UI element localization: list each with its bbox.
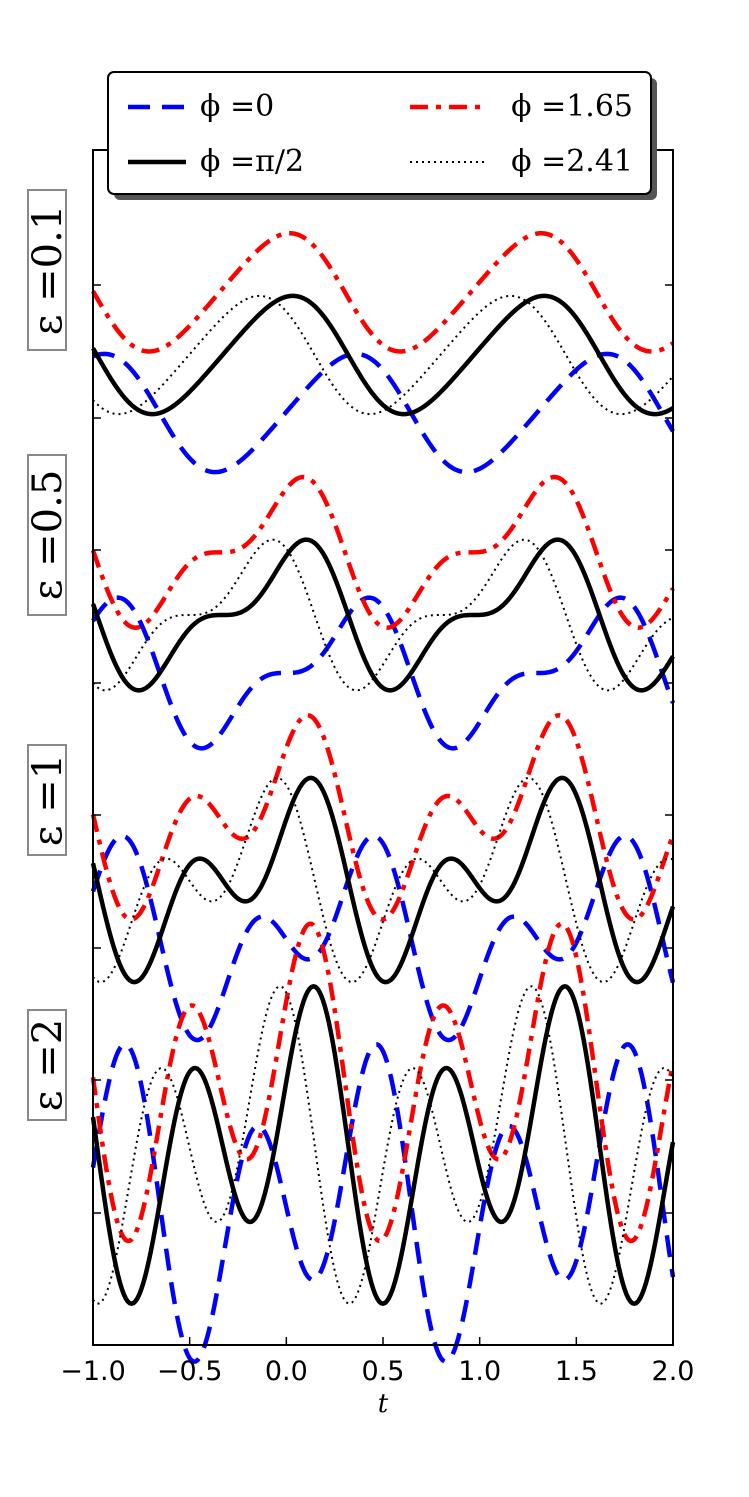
panel-label-text: ε =1 xyxy=(25,754,71,846)
series-line-phi0-panel-4 xyxy=(90,1042,676,1364)
legend-label-phi241: ϕ =2.41 xyxy=(511,144,633,179)
legend-label-phipi2: ϕ =π/2 xyxy=(200,144,304,179)
series-line-phi0-panel-1 xyxy=(92,351,675,475)
series-line-phi0-panel-3 xyxy=(90,833,676,1043)
legend-label-phi165: ϕ =1.65 xyxy=(511,89,633,124)
series-line-phi165-panel-4 xyxy=(90,921,676,1244)
series-group xyxy=(90,231,676,1364)
x-tick-label-7: 2.0 xyxy=(652,1356,695,1387)
panel-label-text: ε =0.5 xyxy=(25,470,71,601)
x-tick-label-4: 0.5 xyxy=(362,1356,405,1387)
panel-label-box xyxy=(27,1009,67,1121)
series-line-phipi2-panel-3 xyxy=(90,775,676,985)
panel-label-3: ε =1 xyxy=(25,744,71,856)
legend-box xyxy=(107,71,652,195)
series-line-phi165-panel-1 xyxy=(91,231,675,354)
panel-label-box xyxy=(27,189,67,351)
x-axis-label: t xyxy=(378,1389,389,1419)
x-tick-label-3: 0.0 xyxy=(265,1356,308,1387)
panel-label-box xyxy=(27,744,67,856)
series-line-phi241-panel-3 xyxy=(92,776,674,984)
series-line-phi241-panel-2 xyxy=(92,538,674,692)
series-line-phi241-panel-1 xyxy=(92,294,674,416)
legend: ϕ =0 ϕ =1.65 ϕ =π/2 ϕ =2.41 xyxy=(107,71,657,200)
y-ticks xyxy=(93,284,673,1214)
panel-label-text: ε =0.1 xyxy=(25,205,71,336)
panel-label-box xyxy=(27,454,67,616)
series-line-phi165-panel-3 xyxy=(90,712,676,922)
panel-label-2: ε =0.5 xyxy=(25,454,71,616)
x-ticks: −1.0 −0.5 0.0 0.5 1.0 1.5 2.0 xyxy=(60,150,694,1387)
legend-label-phi0: ϕ =0 xyxy=(200,89,274,124)
x-tick-label-6: 1.5 xyxy=(555,1356,598,1387)
x-tick-label-2: −0.5 xyxy=(157,1356,223,1387)
panel-labels: ε =0.1 ε =0.5 ε =1 ε =2 xyxy=(25,189,71,1121)
series-line-phi0-panel-2 xyxy=(91,595,676,751)
series-line-phipi2-panel-1 xyxy=(91,293,675,417)
panel-label-1: ε =0.1 xyxy=(25,189,71,351)
series-line-phipi2-panel-2 xyxy=(90,537,675,693)
panel-label-text: ε =2 xyxy=(25,1019,71,1111)
panel-label-4: ε =2 xyxy=(25,1009,71,1121)
x-tick-label-1: −1.0 xyxy=(60,1356,126,1387)
series-line-phipi2-panel-4 xyxy=(90,983,676,1307)
x-tick-label-5: 1.0 xyxy=(458,1356,501,1387)
